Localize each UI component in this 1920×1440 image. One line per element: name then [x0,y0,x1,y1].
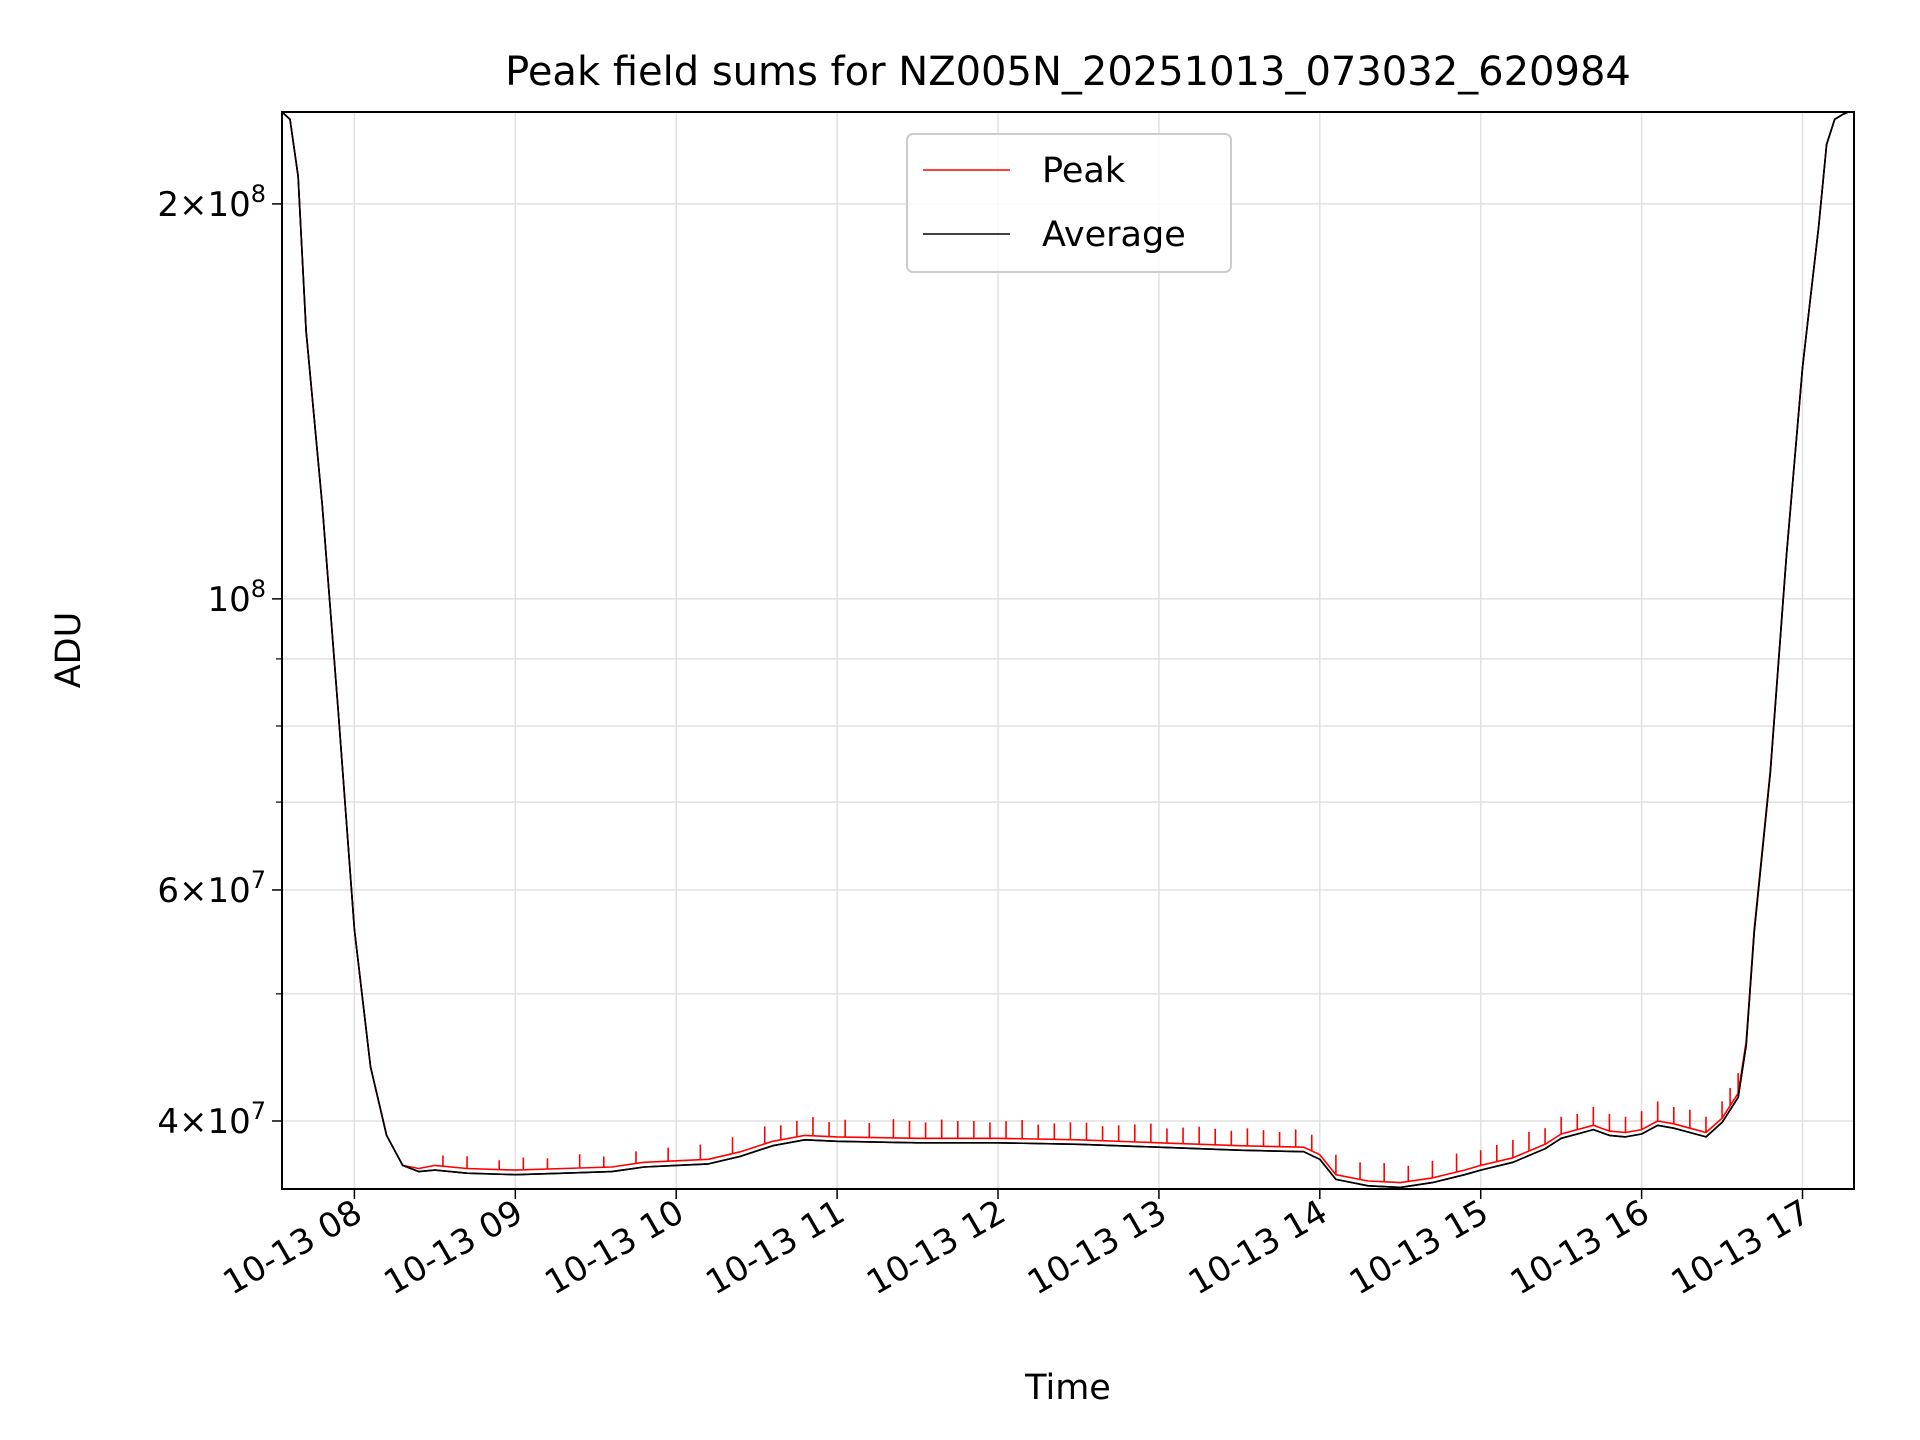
y-tick-label: 4×107 [157,1097,266,1142]
legend-average-label: Average [1042,215,1186,255]
x-tick-label: 10-13 14 [1182,1192,1334,1303]
x-tick-label: 10-13 08 [217,1192,369,1303]
x-tick-label: 10-13 17 [1665,1192,1817,1303]
x-tick-label: 10-13 13 [1021,1192,1173,1303]
x-tick-label: 10-13 09 [377,1192,529,1303]
y-tick-label: 108 [207,575,266,620]
x-axis-label: Time [1024,1368,1111,1408]
x-tick-label: 10-13 11 [699,1192,851,1303]
x-tick-label: 10-13 12 [860,1192,1012,1303]
axes-frame [281,111,1855,1190]
x-tick-label: 10-13 16 [1504,1192,1656,1303]
legend: Peak Average [906,133,1232,273]
grid-layer [282,112,1854,1189]
legend-peak-label: Peak [1042,151,1126,191]
y-axis-label: ADU [49,612,89,689]
y-tick-label: 2×108 [157,180,266,225]
plot-area [282,112,1851,1189]
average-series-line-overlay [282,112,1851,1189]
chart-title: Peak field sums for NZ005N_20251013_0730… [505,49,1631,95]
x-tick-label: 10-13 15 [1343,1192,1495,1303]
x-axis: 10-13 08 10-13 09 10-13 10 10-13 11 10-13 12… [217,1189,1817,1303]
y-tick-label: 6×107 [157,866,266,911]
y-axis: 4×107 6×107 108 2×108 [157,180,282,1142]
x-tick-label: 10-13 10 [538,1192,690,1303]
legend-box [906,133,1232,273]
